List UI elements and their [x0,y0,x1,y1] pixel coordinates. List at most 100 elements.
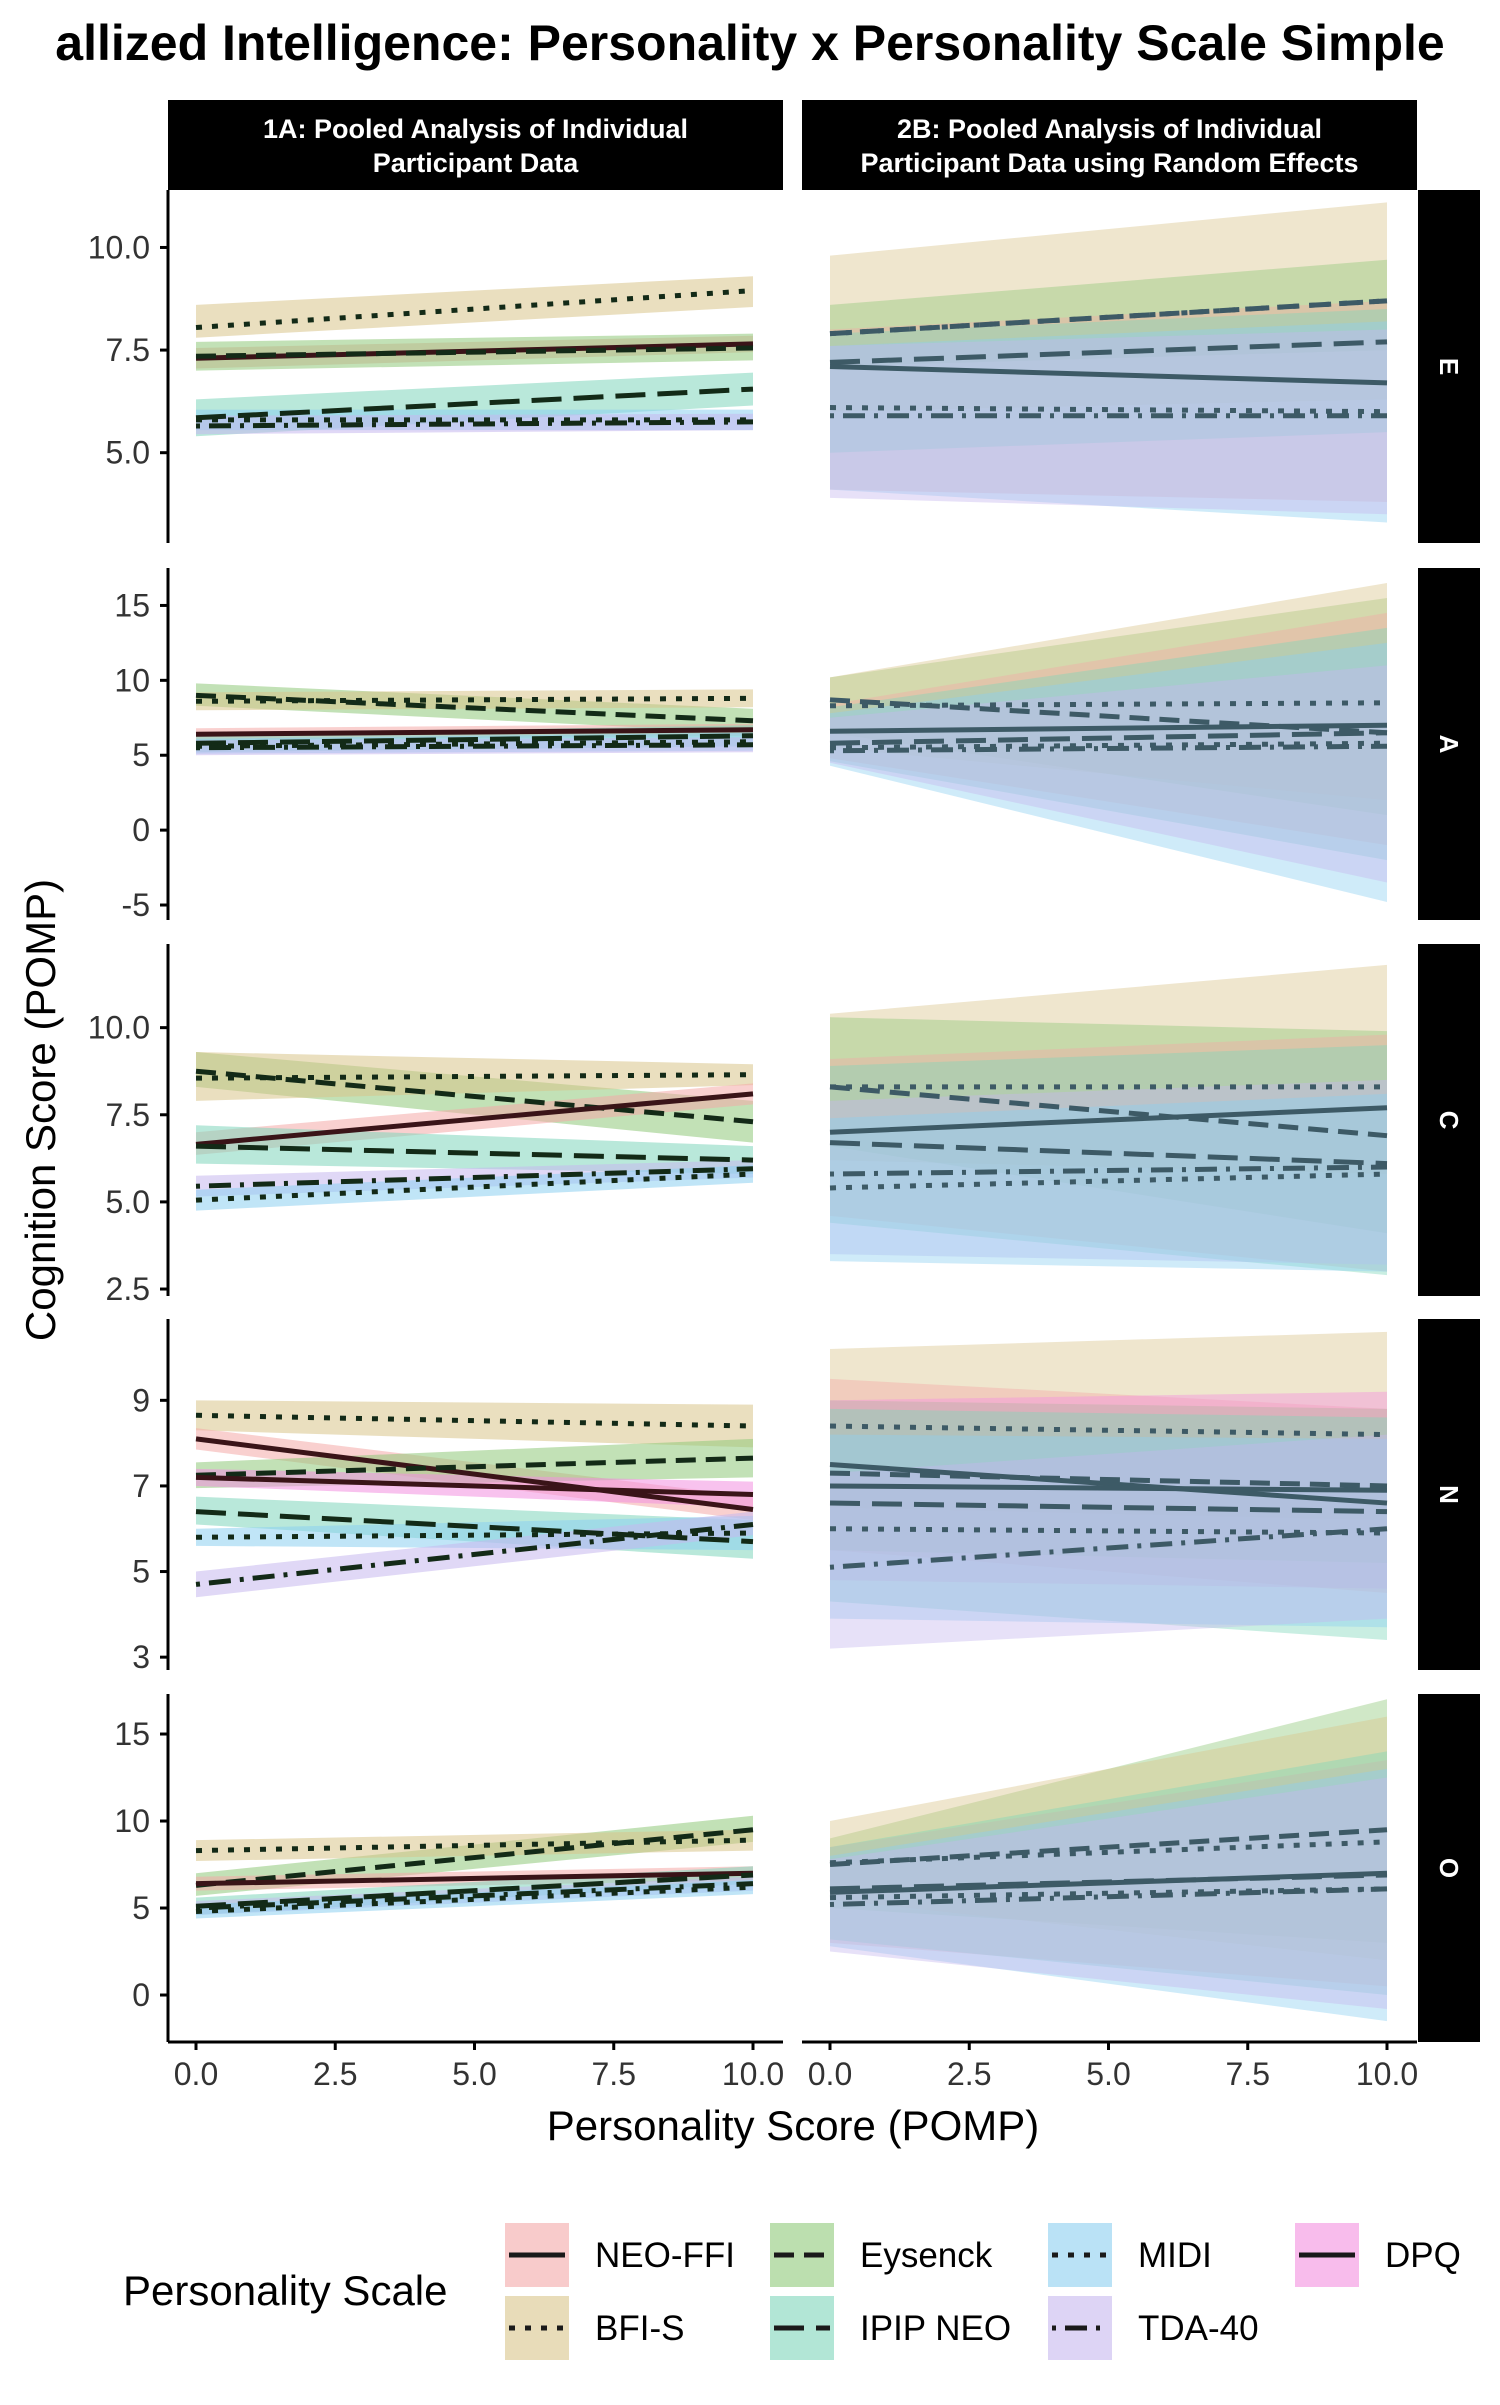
ribbon-C-0-bfi-s [196,1052,753,1101]
row-strip-label: O [1434,1858,1464,1878]
chart-title: allized Intelligence: Personality x Pers… [55,15,1444,71]
x-tick-label: 5.0 [1086,2056,1130,2092]
y-tick-label: 7.5 [106,1097,150,1133]
line-layer [195,288,1388,1914]
line-E-1-ipip-neo [829,339,1388,365]
x-tick-label: 10.0 [1356,2056,1418,2092]
line-N-0-dpq [195,1474,754,1497]
line-O-0-bfi-s [195,1837,754,1854]
ribbon-C-1-midi [830,1093,1387,1272]
line-N-1-midi [829,1526,1388,1536]
row-strip-label: N [1434,1485,1464,1504]
column-strip-label: 2B: Pooled Analysis of Individual [897,114,1322,144]
line-O-1-ipip-neo [829,1872,1388,1892]
ribbon-C-0-midi [196,1165,753,1211]
y-tick-label: 9 [132,1382,150,1418]
line-A-0-neo-ffi [195,727,754,737]
line-C-1-ipip-neo [829,1140,1388,1167]
row-strip-C [1418,944,1480,1296]
line-C-0-neo-ffi [195,1091,754,1147]
ribbon-layer [196,202,1387,2022]
ribbon-A-0-bfi-s [196,689,753,711]
line-N-1-dpq [829,1483,1388,1493]
row-strip-label: A [1434,735,1464,754]
line-N-0-bfi-s [195,1412,754,1429]
line-C-0-ipip-neo [195,1143,754,1163]
legend-label-1: BFI-S [595,2309,684,2348]
x-tick-label: 0.0 [808,2056,852,2092]
legend-label-2: Eysenck [860,2236,993,2275]
y-tick-label: 5 [132,1890,150,1926]
line-O-0-midi [195,1884,754,1914]
line-N-1-tda-40 [829,1526,1388,1570]
legend-label-5: TDA-40 [1138,2309,1259,2348]
line-A-1-bfi-s [829,700,1388,709]
y-tick-label: 7 [132,1468,150,1504]
line-E-1-neo-ffi [829,364,1388,386]
y-tick-label: -5 [122,887,150,923]
column-strip-label: Participant Data using Random Effects [860,148,1358,178]
ribbon-O-0-bfi-s [196,1829,753,1862]
line-N-1-eysenck [829,1470,1388,1489]
line-E-0-bfi-s [195,288,754,331]
axes-layer: 5.0 7.5 10.0 -5 0 5 10 15 2.5 5.0 7.5 10.0 3 5 7 9 0 5 10 1… [88,190,1418,2092]
ribbon-C-1-ipip-neo [830,1045,1387,1276]
line-N-0-neo-ffi [195,1436,754,1512]
ribbon-O-1-eysenck [830,1699,1387,1943]
line-C-0-tda-40 [195,1166,754,1189]
line-C-1-tda-40 [829,1164,1388,1177]
column-strip-1 [802,100,1417,190]
y-tick-label: 10 [114,1803,150,1839]
row-strip-N [1418,1319,1480,1670]
ribbon-E-0-bfi-s [196,276,753,338]
row-strip-A [1418,568,1480,920]
line-O-0-eysenck [195,1827,754,1888]
line-C-1-neo-ffi [829,1105,1388,1135]
line-C-0-eysenck [195,1068,754,1125]
line-E-1-midi [829,405,1388,415]
line-A-0-tda-40 [195,742,754,751]
line-C-0-midi [195,1171,754,1203]
line-O-0-neo-ffi [195,1870,754,1887]
x-tick-label: 7.5 [1226,2056,1270,2092]
ribbon-C-0-ipip-neo [196,1125,753,1175]
line-E-0-ipip-neo [195,386,754,421]
ribbon-O-1-bfi-s [830,1716,1387,1961]
line-E-0-tda-40 [195,419,754,429]
line-N-1-neo-ffi [829,1462,1388,1506]
line-N-0-tda-40 [195,1521,754,1587]
y-tick-label: 15 [114,587,150,623]
row-strip-label: C [1434,1111,1464,1130]
x-tick-label: 10.0 [722,2056,784,2092]
y-tick-label: 0 [132,812,150,848]
x-tick-label: 2.5 [313,2056,357,2092]
y-tick-label: 7.5 [106,332,150,368]
ribbon-O-1-neo-ffi [830,1760,1387,1987]
line-A-0-ipip-neo [195,733,754,746]
row-strip-label: E [1434,358,1464,375]
ribbon-E-1-tda-40 [830,329,1387,515]
line-O-0-tda-40 [195,1881,754,1911]
line-A-1-tda-40 [829,743,1388,754]
x-tick-label: 7.5 [592,2056,636,2092]
y-tick-label: 0 [132,1977,150,2013]
y-tick-label: 15 [114,1716,150,1752]
ribbon-N-1-ipip-neo [830,1408,1387,1641]
line-O-1-eysenck [829,1827,1388,1868]
y-tick-label: 10.0 [88,229,150,265]
line-O-0-ipip-neo [195,1872,754,1909]
line-A-0-bfi-s [195,695,754,704]
ribbon-E-1-eysenck [830,259,1387,367]
y-tick-label: 10.0 [88,1010,150,1046]
y-tick-label: 5 [132,1554,150,1590]
line-N-0-eysenck [195,1455,754,1478]
line-C-0-bfi-s [195,1072,754,1081]
y-tick-label: 5 [132,737,150,773]
text-layer: allized Intelligence: Personality x Pers… [17,15,1445,2314]
column-strip-label: Participant Data [373,148,580,178]
y-tick-label: 3 [132,1639,150,1675]
line-A-1-neo-ffi [829,722,1388,734]
line-E-0-eysenck [195,345,754,359]
x-tick-label: 0.0 [174,2056,218,2092]
